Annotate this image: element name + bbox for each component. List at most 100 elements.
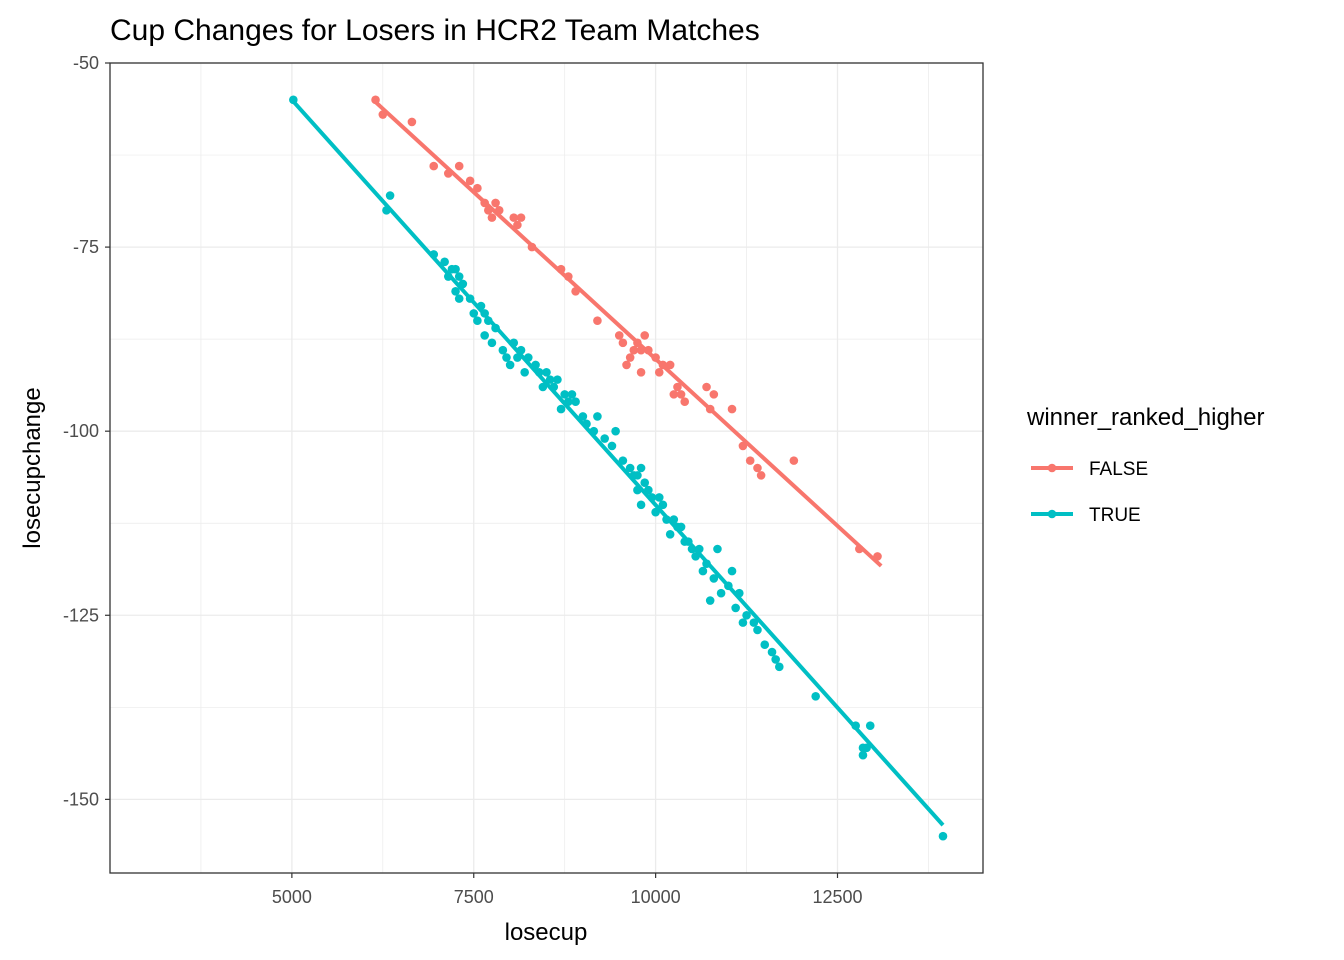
- data-point-false: [633, 338, 642, 348]
- data-point-true: [600, 434, 609, 443]
- data-point-false: [873, 552, 882, 561]
- legend-title: winner_ranked_higher: [1026, 404, 1265, 431]
- fit-line-false: [374, 100, 883, 568]
- data-point-true: [811, 691, 820, 701]
- data-point-true: [654, 493, 664, 502]
- data-point-false: [593, 316, 602, 326]
- data-point-true: [938, 831, 948, 841]
- data-point-true: [454, 272, 464, 281]
- data-point-false: [651, 353, 660, 362]
- data-point-false: [513, 220, 522, 230]
- data-point-false: [738, 441, 748, 451]
- data-point-true: [534, 367, 544, 377]
- data-point-true: [451, 286, 460, 296]
- data-point-true: [662, 515, 671, 524]
- data-point-false: [753, 463, 762, 473]
- data-point-true: [549, 382, 559, 392]
- data-point-true: [516, 345, 526, 355]
- x-axis-title: losecup: [505, 919, 588, 946]
- data-point-true: [593, 412, 602, 421]
- y-tick-label: -100: [63, 421, 99, 441]
- data-point-true: [742, 610, 751, 620]
- x-tick-label: 7500: [454, 887, 494, 907]
- y-tick-label: -50: [73, 53, 99, 73]
- data-point-false: [644, 345, 653, 355]
- data-point-false: [480, 198, 489, 208]
- data-point-true: [589, 426, 599, 436]
- data-point-true: [443, 272, 453, 281]
- data-point-false: [680, 397, 690, 407]
- data-point-false: [658, 360, 668, 370]
- data-point-true: [713, 544, 722, 554]
- data-point-true: [382, 205, 391, 215]
- data-point-false: [676, 390, 686, 399]
- data-point-true: [691, 552, 700, 561]
- data-point-true: [578, 412, 588, 421]
- data-point-true: [618, 456, 628, 465]
- data-point-true: [862, 743, 871, 753]
- x-axis: 5000 7500 10000 12500: [272, 873, 863, 907]
- legend-label: FALSE: [1089, 459, 1148, 480]
- data-point-false: [564, 272, 573, 281]
- data-point-true: [731, 603, 740, 613]
- data-point-false: [429, 161, 439, 171]
- data-point-false: [673, 382, 682, 392]
- legend-key-point: [1047, 509, 1057, 519]
- data-point-true: [385, 191, 395, 200]
- data-point-false: [636, 367, 646, 377]
- legend: winner_ranked_higher FALSE TRUE: [1026, 404, 1265, 526]
- data-point-true: [698, 566, 708, 576]
- data-point-false: [465, 176, 475, 186]
- y-tick-label: -125: [63, 605, 99, 625]
- data-point-false: [407, 117, 417, 127]
- data-point-true: [542, 367, 551, 377]
- data-point-false: [665, 360, 675, 370]
- data-point-false: [516, 213, 526, 222]
- data-point-true: [676, 522, 686, 532]
- y-axis-title: losecupchange: [19, 387, 46, 548]
- data-point-false: [789, 456, 799, 465]
- data-point-true: [625, 463, 635, 473]
- data-point-true: [498, 345, 508, 355]
- data-point-true: [684, 537, 693, 546]
- data-point-false: [556, 264, 566, 274]
- data-point-true: [451, 264, 460, 274]
- data-point-true: [760, 640, 770, 650]
- data-point-true: [767, 647, 777, 657]
- data-point-true: [771, 655, 780, 664]
- data-point-true: [429, 250, 439, 259]
- data-point-true: [567, 390, 577, 399]
- data-point-true: [633, 471, 642, 480]
- data-point-true: [644, 485, 653, 495]
- data-point-false: [727, 404, 737, 414]
- data-point-false: [454, 161, 464, 171]
- data-point-true: [564, 397, 573, 407]
- data-point-false: [618, 338, 628, 348]
- data-point-false: [571, 286, 580, 296]
- data-point-false: [855, 544, 864, 554]
- data-point-true: [607, 441, 617, 451]
- data-point-true: [524, 353, 533, 362]
- data-point-true: [647, 493, 657, 502]
- data-point-true: [705, 596, 715, 605]
- data-point-false: [494, 205, 504, 215]
- data-point-false: [705, 404, 715, 414]
- data-point-true: [289, 95, 298, 105]
- data-point-false: [484, 205, 493, 215]
- data-point-true: [724, 581, 733, 591]
- data-point-false: [509, 213, 519, 222]
- data-point-true: [851, 721, 860, 731]
- data-point-true: [469, 309, 479, 318]
- data-point-false: [443, 169, 453, 178]
- fit-line-true: [290, 98, 945, 827]
- data-point-true: [636, 500, 646, 510]
- data-point-false: [709, 390, 719, 399]
- chart-title: Cup Changes for Losers in HCR2 Team Matc…: [110, 14, 760, 47]
- data-point-true: [520, 367, 529, 377]
- data-point-true: [476, 301, 486, 311]
- data-point-true: [716, 588, 726, 598]
- data-point-true: [665, 529, 675, 539]
- data-point-false: [756, 471, 766, 480]
- data-point-true: [480, 309, 489, 318]
- data-point-true: [560, 390, 569, 399]
